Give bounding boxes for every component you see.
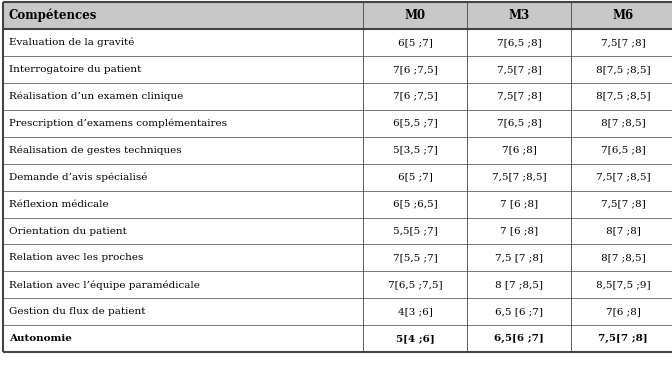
Text: 8[7,5 ;8,5]: 8[7,5 ;8,5] (596, 65, 650, 74)
Text: 6[5 ;7]: 6[5 ;7] (398, 38, 432, 47)
Text: 8 [7 ;8,5]: 8 [7 ;8,5] (495, 280, 543, 290)
Bar (3, 56, 672, 83)
Text: 7,5[7 ;8]: 7,5[7 ;8] (599, 334, 648, 343)
Bar (3, 83, 672, 110)
Bar (3, 110, 672, 137)
Text: Prescription d’examens complémentaires: Prescription d’examens complémentaires (9, 118, 226, 128)
Text: 6[5,5 ;7]: 6[5,5 ;7] (392, 119, 437, 128)
Text: 7[6,5 ;7,5]: 7[6,5 ;7,5] (388, 280, 442, 290)
Text: 7[6,5 ;8]: 7[6,5 ;8] (601, 146, 646, 155)
Text: 5,5[5 ;7]: 5,5[5 ;7] (392, 227, 437, 236)
Text: 7,5[7 ;8]: 7,5[7 ;8] (601, 199, 646, 208)
Text: Réalisation d’un examen clinique: Réalisation d’un examen clinique (9, 92, 183, 101)
Text: 7,5[7 ;8]: 7,5[7 ;8] (497, 65, 542, 74)
Bar (3, 164, 672, 190)
Text: Relation avec l’équipe paramédicale: Relation avec l’équipe paramédicale (9, 280, 200, 290)
Text: 8[7 ;8,5]: 8[7 ;8,5] (601, 253, 646, 262)
Bar (3, 298, 672, 325)
Text: Demande d’avis spécialisé: Demande d’avis spécialisé (9, 172, 147, 182)
Text: M6: M6 (613, 9, 634, 22)
Bar (3, 2, 672, 29)
Text: 5[4 ;6]: 5[4 ;6] (396, 334, 434, 343)
Text: 8[7,5 ;8,5]: 8[7,5 ;8,5] (596, 92, 650, 101)
Text: Autonomie: Autonomie (9, 334, 72, 343)
Bar (3, 271, 672, 299)
Text: 8,5[7,5 ;9]: 8,5[7,5 ;9] (596, 280, 650, 290)
Text: 7,5 [7 ;8]: 7,5 [7 ;8] (495, 253, 543, 262)
Text: 6,5[6 ;7]: 6,5[6 ;7] (494, 334, 544, 343)
Bar (3, 29, 672, 56)
Text: 7 [6 ;8]: 7 [6 ;8] (500, 227, 538, 236)
Text: 7,5[7 ;8]: 7,5[7 ;8] (497, 92, 542, 101)
Text: Orientation du patient: Orientation du patient (9, 227, 126, 236)
Text: Compétences: Compétences (9, 9, 97, 22)
Text: Interrogatoire du patient: Interrogatoire du patient (9, 65, 141, 74)
Text: 7[6,5 ;8]: 7[6,5 ;8] (497, 119, 542, 128)
Text: 7[6 ;7,5]: 7[6 ;7,5] (392, 65, 437, 74)
Text: 8[7 ;8,5]: 8[7 ;8,5] (601, 119, 646, 128)
Text: Relation avec les proches: Relation avec les proches (9, 253, 143, 262)
Text: 6[5 ;7]: 6[5 ;7] (398, 173, 432, 182)
Bar (3, 325, 672, 352)
Bar (3, 244, 672, 271)
Bar (3, 218, 672, 245)
Text: Gestion du flux de patient: Gestion du flux de patient (9, 307, 145, 316)
Text: 6[5 ;6,5]: 6[5 ;6,5] (392, 199, 437, 208)
Text: 5[3,5 ;7]: 5[3,5 ;7] (392, 146, 437, 155)
Text: 7 [6 ;8]: 7 [6 ;8] (500, 199, 538, 208)
Text: Evaluation de la gravité: Evaluation de la gravité (9, 38, 134, 47)
Text: M3: M3 (509, 9, 530, 22)
Bar (3, 191, 672, 218)
Text: 7[6 ;7,5]: 7[6 ;7,5] (392, 92, 437, 101)
Text: 7[5,5 ;7]: 7[5,5 ;7] (392, 253, 437, 262)
Text: 4[3 ;6]: 4[3 ;6] (398, 307, 432, 316)
Text: 6,5 [6 ;7]: 6,5 [6 ;7] (495, 307, 543, 316)
Text: 7[6,5 ;8]: 7[6,5 ;8] (497, 38, 542, 47)
Bar (3, 136, 672, 164)
Text: 8[7 ;8]: 8[7 ;8] (606, 227, 640, 236)
Text: 7[6 ;8]: 7[6 ;8] (606, 307, 640, 316)
Text: 7,5[7 ;8,5]: 7,5[7 ;8,5] (596, 173, 650, 182)
Text: 7[6 ;8]: 7[6 ;8] (502, 146, 536, 155)
Text: Réflexion médicale: Réflexion médicale (9, 199, 108, 208)
Text: Réalisation de gestes techniques: Réalisation de gestes techniques (9, 146, 181, 155)
Text: 7,5[7 ;8]: 7,5[7 ;8] (601, 38, 646, 47)
Text: 7,5[7 ;8,5]: 7,5[7 ;8,5] (492, 173, 546, 182)
Text: M0: M0 (405, 9, 425, 22)
